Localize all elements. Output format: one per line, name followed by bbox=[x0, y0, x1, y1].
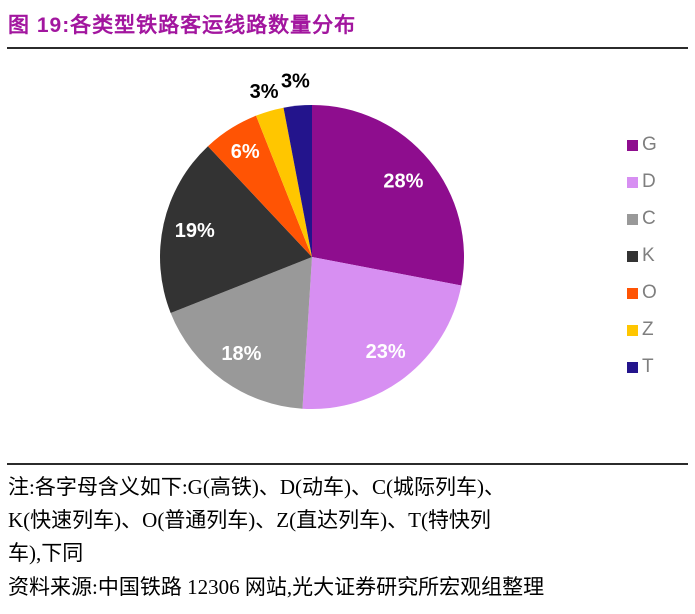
legend-item-K: K bbox=[627, 246, 657, 266]
legend-item-O: O bbox=[627, 283, 657, 303]
bottom-divider bbox=[7, 463, 688, 465]
top-divider bbox=[7, 47, 688, 49]
pie-slice-O bbox=[207, 115, 312, 257]
legend-item-D: D bbox=[627, 172, 657, 192]
pie-slice-C bbox=[170, 257, 312, 409]
legend-item-T: T bbox=[627, 357, 657, 377]
pie-label-Z: 3% bbox=[250, 81, 279, 103]
legend-label-T: T bbox=[642, 356, 654, 377]
legend-label-Z: Z bbox=[642, 319, 654, 340]
legend-swatch-T bbox=[627, 361, 638, 373]
legend-label-O: O bbox=[642, 282, 657, 303]
legend-label-C: C bbox=[642, 208, 656, 229]
legend-label-K: K bbox=[642, 245, 655, 266]
pie-label-G: 28% bbox=[383, 170, 423, 192]
legend-label-G: G bbox=[642, 134, 657, 155]
pie-label-O: 6% bbox=[231, 141, 260, 163]
pie-label-K: 19% bbox=[175, 220, 215, 242]
note-line-1: 注:各字母含义如下:G(高铁)、D(动车)、C(城际列车)、 bbox=[8, 475, 505, 499]
legend-swatch-K bbox=[627, 250, 638, 262]
pie-slice-D bbox=[302, 257, 462, 409]
note-line-3: 车),下同 bbox=[8, 541, 84, 565]
legend-item-G: G bbox=[627, 135, 657, 155]
pie-label-C: 18% bbox=[221, 343, 261, 365]
pie-slice-T bbox=[283, 105, 312, 257]
legend-swatch-C bbox=[627, 213, 638, 225]
legend-label-D: D bbox=[642, 171, 656, 192]
pie-slice-K bbox=[159, 146, 312, 313]
pie-slice-Z bbox=[256, 107, 312, 257]
figure-title: 图 19:各类型铁路客运线路数量分布 bbox=[8, 14, 357, 37]
note-line-2: K(快速列车)、O(普通列车)、Z(直达列车)、T(特快列 bbox=[8, 508, 491, 532]
legend-swatch-D bbox=[627, 176, 638, 188]
pie-slice-G bbox=[312, 105, 465, 286]
legend-swatch-O bbox=[627, 287, 638, 299]
pie-label-D: 23% bbox=[366, 341, 406, 363]
pie-svg: 28% 23% 18% 19% 6% 3% 3% bbox=[159, 71, 465, 409]
pie-label-T: 3% bbox=[281, 71, 310, 93]
legend-swatch-Z bbox=[627, 324, 638, 336]
source-line: 资料来源:中国铁路 12306 网站,光大证券研究所宏观组整理 bbox=[8, 575, 545, 599]
figure-footnotes: 注:各字母含义如下:G(高铁)、D(动车)、C(城际列车)、 K(快速列车)、O… bbox=[8, 471, 690, 604]
legend-item-C: C bbox=[627, 209, 657, 229]
legend-swatch-G bbox=[627, 139, 638, 151]
legend-item-Z: Z bbox=[627, 320, 657, 340]
